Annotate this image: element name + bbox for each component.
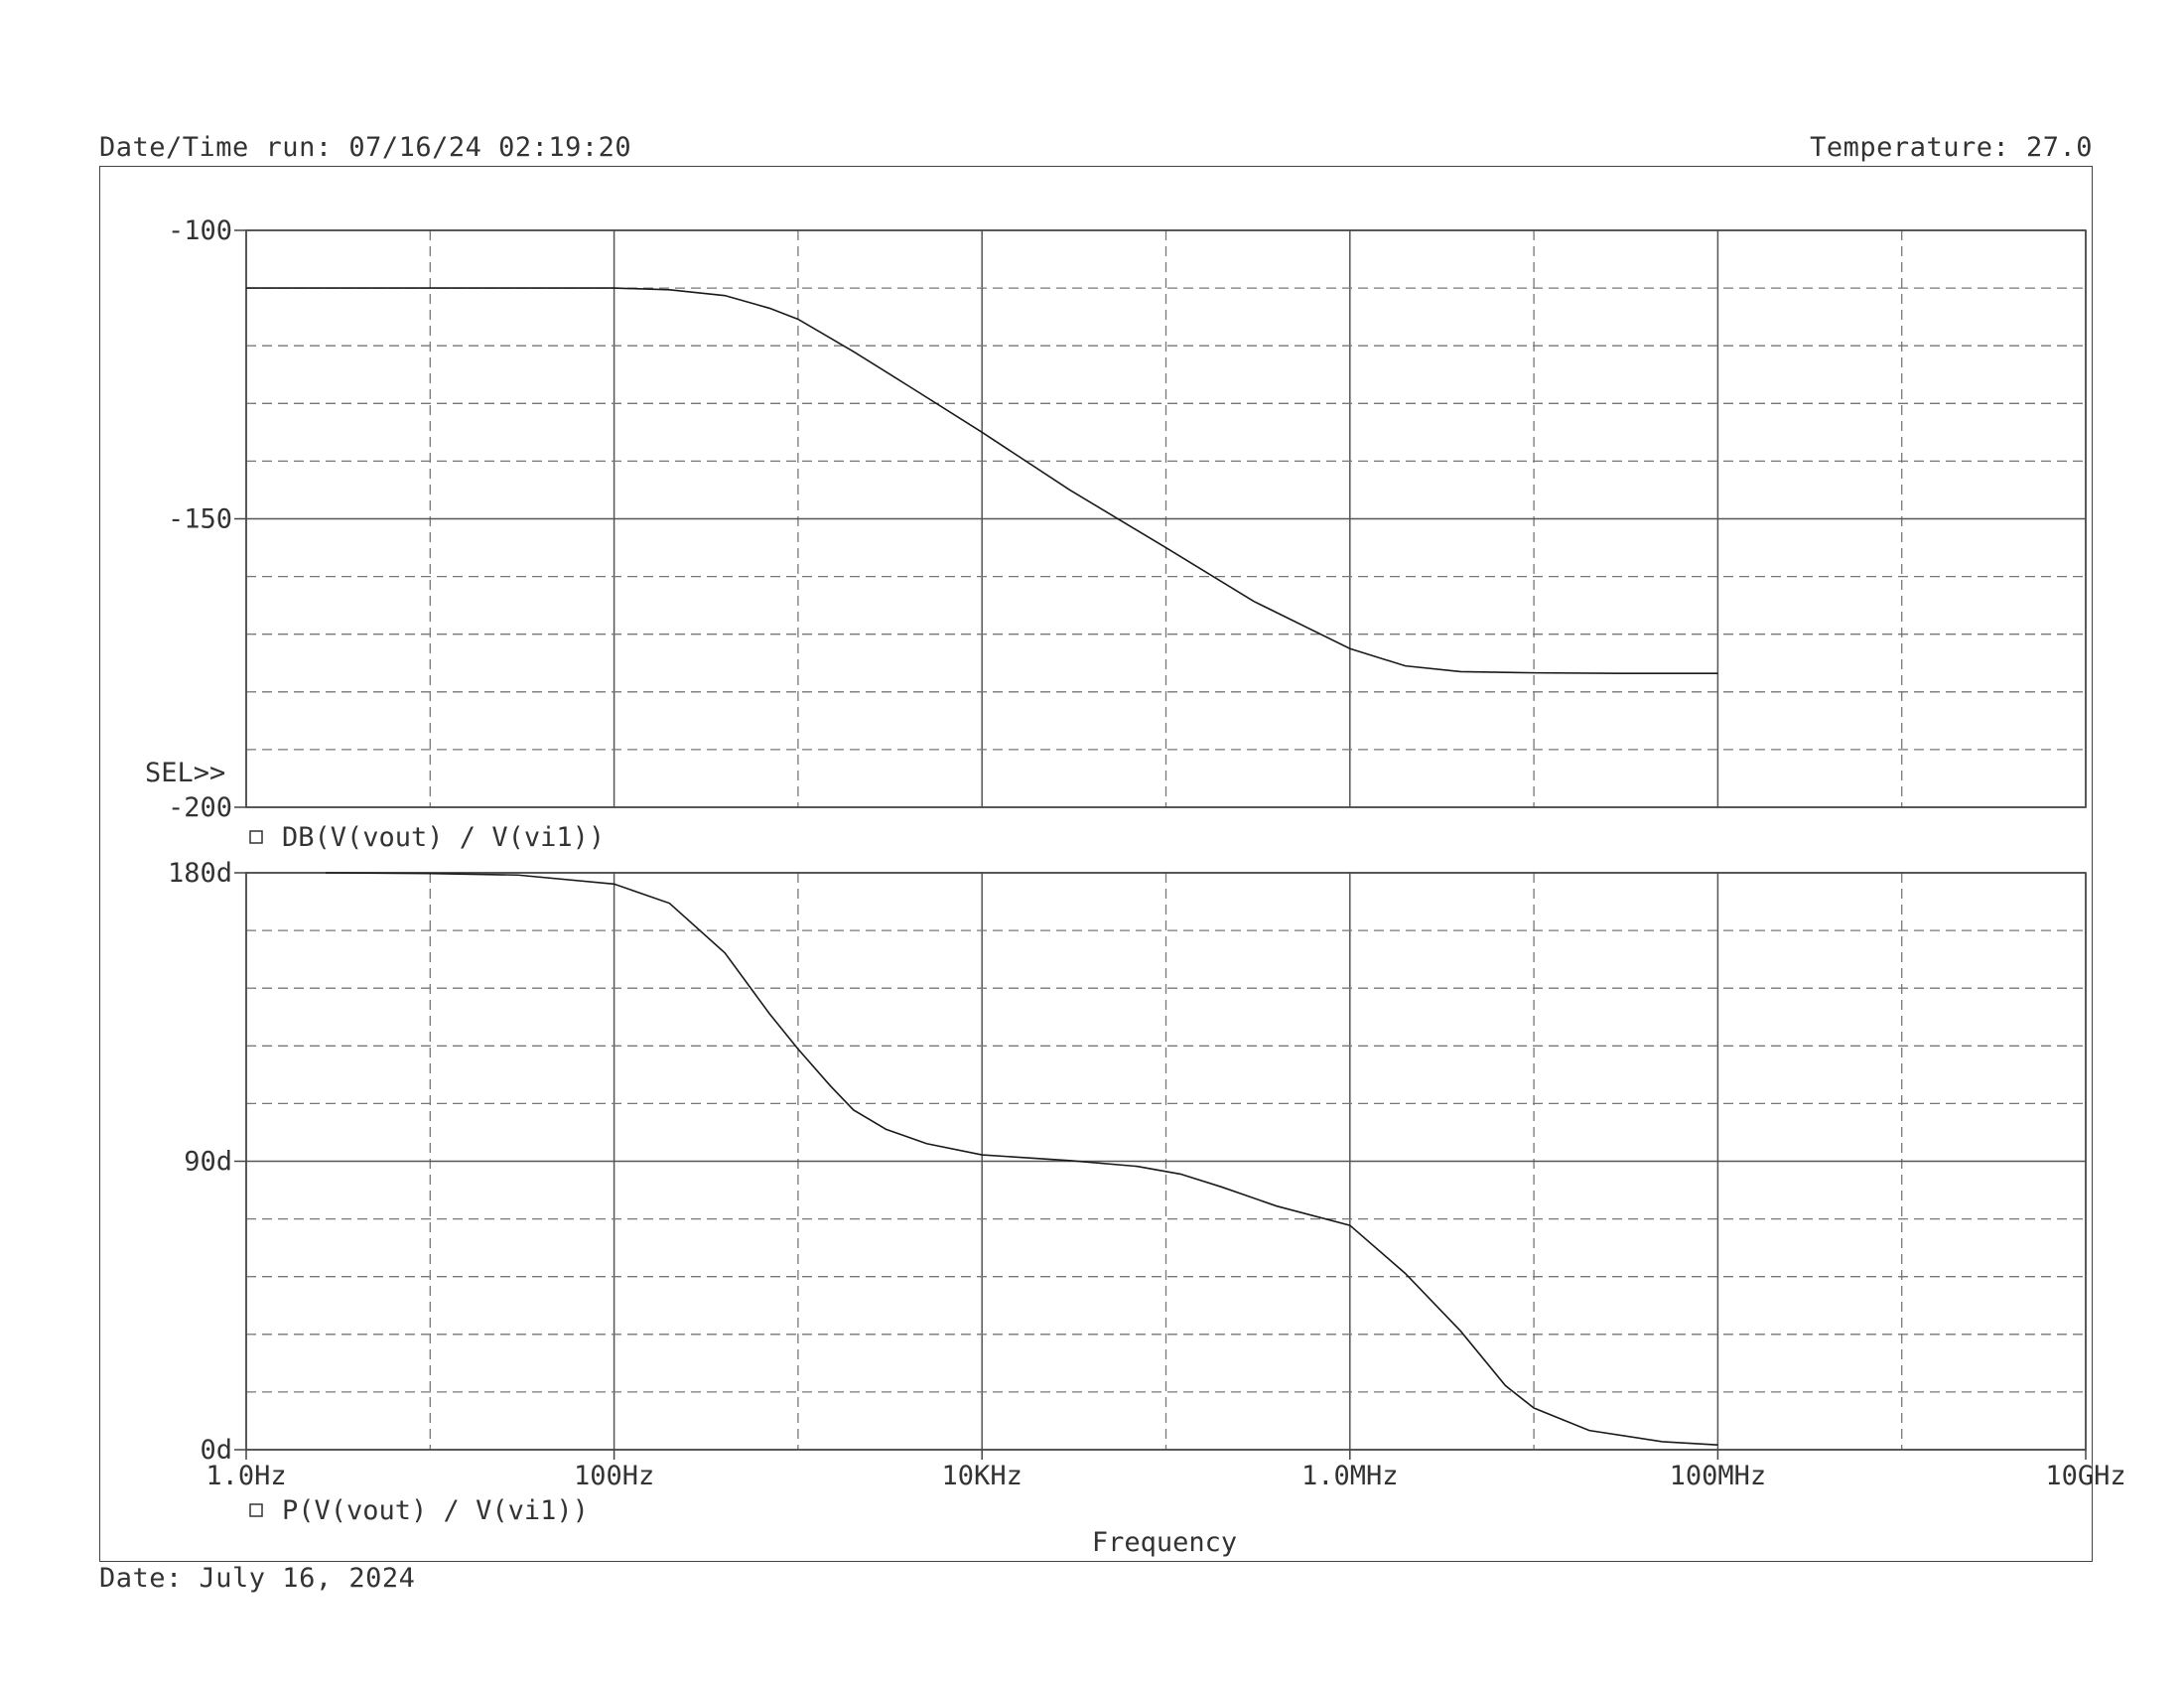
magnitude-series-line <box>246 287 1718 675</box>
magnitude-legend-marker <box>249 830 263 844</box>
magnitude-ytick-label-0: -100 <box>168 215 232 246</box>
phase-ytick-label-0: 180d <box>168 858 232 889</box>
x-tick-label-2: 10KHz <box>942 1461 1023 1491</box>
run-datetime: Date/Time run: 07/16/24 02:19:20 <box>99 132 632 163</box>
plot-window-frame <box>99 166 2093 1562</box>
x-tick-label-5: 10GHz <box>2045 1461 2125 1491</box>
magnitude-legend-label: DB(V(vout) / V(vi1)) <box>282 822 605 853</box>
magnitude-grid <box>234 229 2087 808</box>
magnitude-y-ticks: -100 -150 -200 <box>168 215 232 823</box>
selector-marker: SEL>> <box>145 758 225 788</box>
x-tick-label-1: 100Hz <box>574 1461 654 1491</box>
magnitude-ytick-label-1: -150 <box>168 504 232 535</box>
phase-legend-label: P(V(vout) / V(vi1)) <box>282 1495 589 1526</box>
phase-series-line <box>325 872 1718 1446</box>
magnitude-ytick-label-2: -200 <box>168 792 232 823</box>
phase-grid <box>234 872 2087 1451</box>
phase-ytick-label-1: 90d <box>184 1147 232 1178</box>
phase-legend-marker <box>249 1503 263 1517</box>
frequency-x-ticks: 1.0Hz 100Hz 10KHz 1.0MHz 100MHz 10GHz <box>205 1450 2126 1491</box>
footer-date: Date: July 16, 2024 <box>99 1563 416 1594</box>
x-tick-label-0: 1.0Hz <box>205 1461 286 1491</box>
x-tick-label-4: 100MHz <box>1670 1461 1767 1491</box>
temperature-label: Temperature: 27.0 <box>1810 132 2093 163</box>
phase-ytick-label-2: 0d <box>200 1435 232 1466</box>
x-axis-label: Frequency <box>1092 1527 1237 1558</box>
x-tick-label-3: 1.0MHz <box>1301 1461 1399 1491</box>
phase-y-ticks: 180d 90d 0d <box>168 858 232 1466</box>
